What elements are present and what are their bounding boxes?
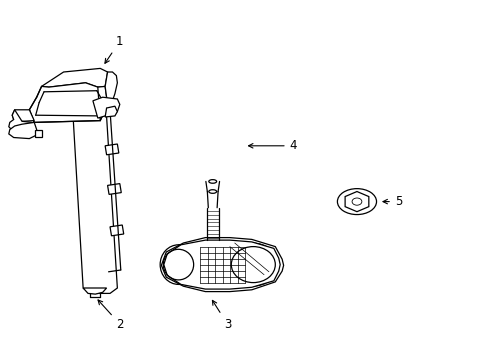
Text: 5: 5 (382, 195, 402, 208)
Polygon shape (35, 130, 41, 137)
Ellipse shape (208, 190, 216, 193)
Ellipse shape (160, 245, 196, 284)
Polygon shape (12, 110, 34, 121)
Polygon shape (68, 88, 117, 293)
Ellipse shape (337, 189, 376, 215)
Polygon shape (178, 243, 251, 286)
Polygon shape (163, 240, 280, 289)
Polygon shape (107, 184, 121, 194)
Polygon shape (9, 110, 32, 131)
Text: 2: 2 (98, 300, 123, 330)
Polygon shape (105, 144, 119, 155)
Polygon shape (41, 68, 107, 87)
Text: 1: 1 (105, 35, 123, 63)
Polygon shape (29, 83, 107, 122)
Ellipse shape (224, 243, 278, 286)
Polygon shape (93, 97, 120, 118)
Ellipse shape (340, 189, 373, 214)
Polygon shape (105, 106, 117, 117)
Polygon shape (83, 288, 106, 294)
Ellipse shape (208, 180, 216, 183)
Text: 3: 3 (212, 300, 231, 330)
Polygon shape (9, 122, 37, 139)
Polygon shape (105, 72, 117, 104)
Text: 4: 4 (248, 139, 297, 152)
Polygon shape (110, 225, 123, 236)
Polygon shape (345, 192, 368, 212)
